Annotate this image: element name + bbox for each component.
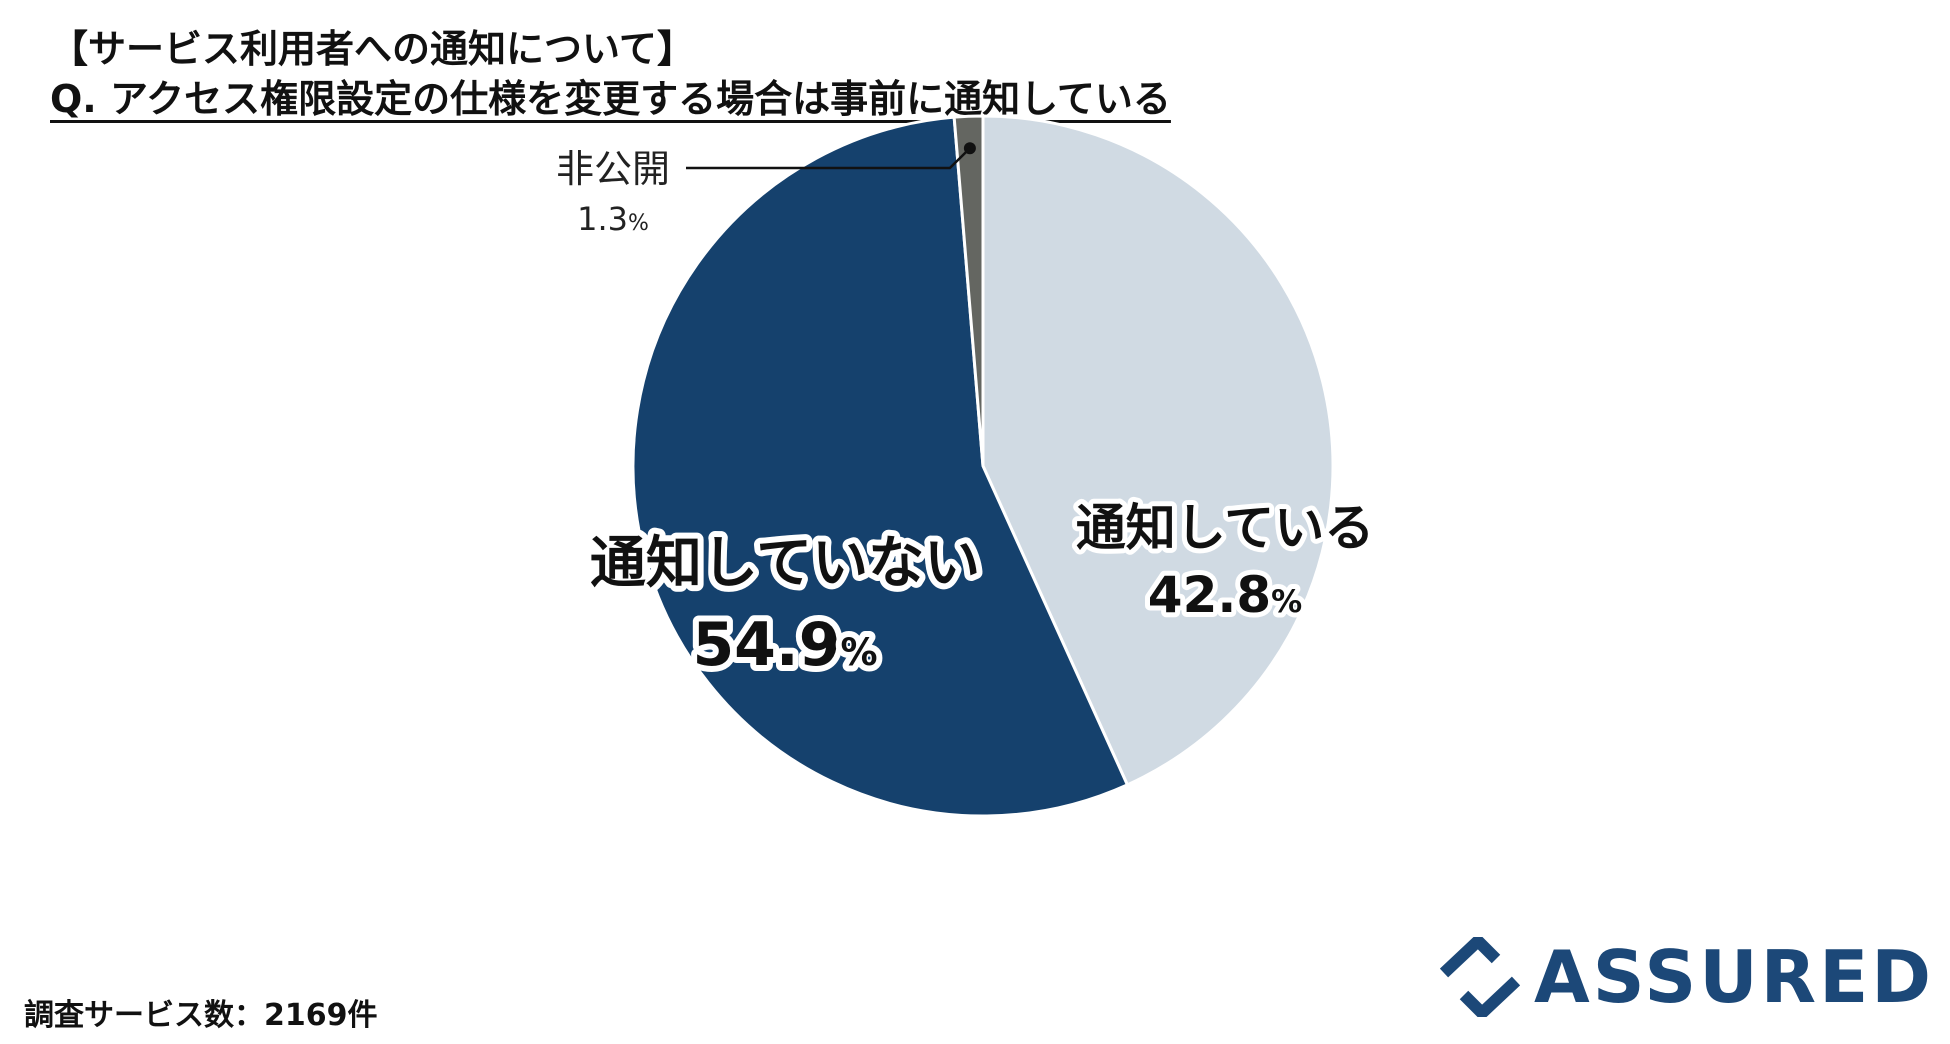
pie-slice-2 [631,115,1130,818]
slice-label-3: 非公開 [556,147,670,191]
chart-title-line1: 【サービス利用者への通知について】 [50,27,695,71]
pie-slices [631,114,1335,818]
slice-value-1: 42.8% [1148,566,1302,624]
slice-label-1: 通知している [1076,499,1375,557]
assured-chevron-logo-icon [1440,937,1520,1017]
leader-line-3 [686,147,971,170]
pie-slice-3 [952,114,985,467]
assured-logo: ASSURED [1440,935,1934,1019]
pie-slice-1 [981,114,1335,787]
survey-footnote: 調査サービス数：2169件 [24,998,378,1033]
logo-wordmark: ASSURED [1534,935,1935,1019]
chart-title-question: Q. アクセス権限設定の仕様を変更する場合は事前に通知している [50,77,1171,121]
slice-label-2: 通知していない [590,531,980,596]
slice-value-3: 1.3% [577,200,649,238]
slice-value-2: 54.9% [692,610,877,680]
pie-labels: 通知している 42.8% 通知していない 54.9% 非公開 1.3% [556,142,1379,686]
